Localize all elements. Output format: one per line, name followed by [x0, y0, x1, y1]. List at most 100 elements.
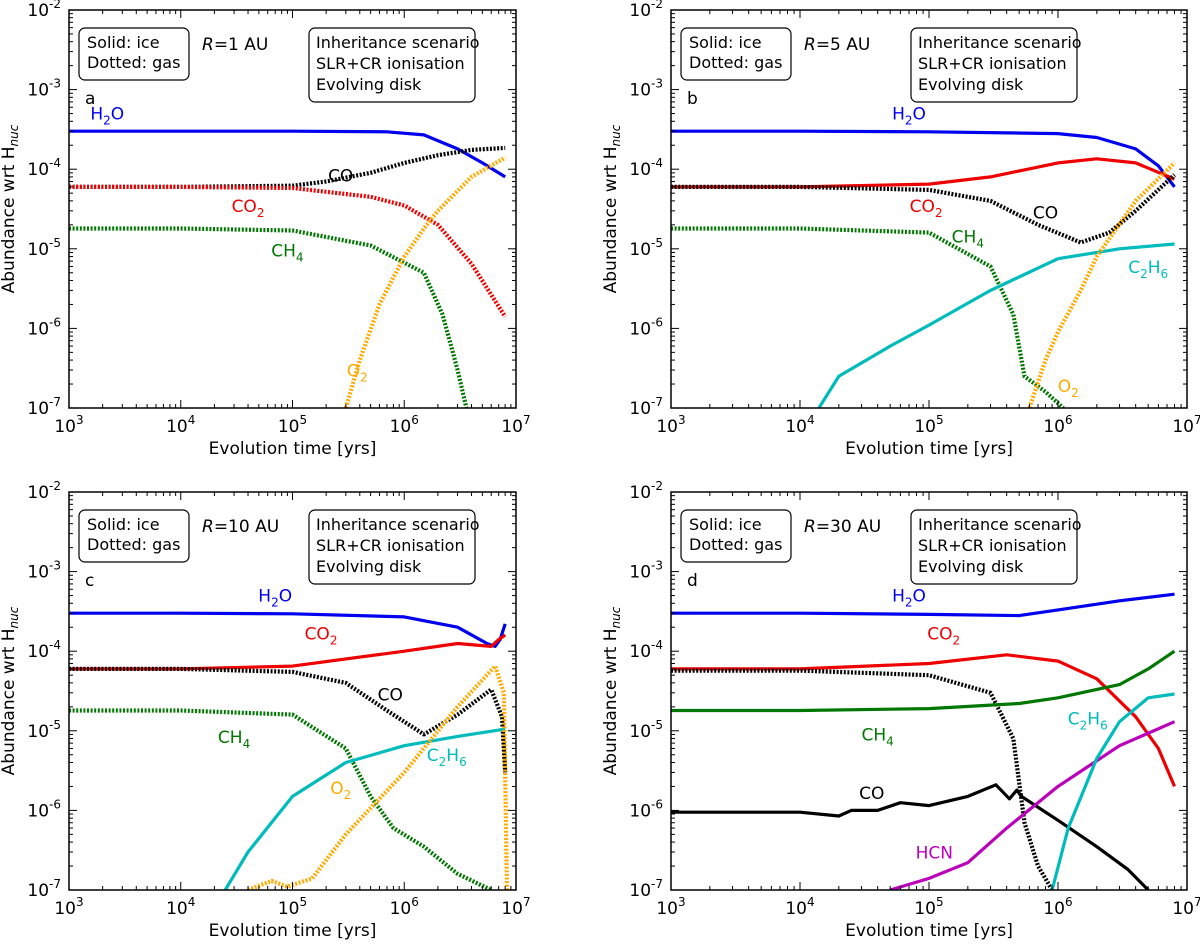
- panel-letter: a: [85, 89, 95, 109]
- radius-label: R=30 AU: [804, 517, 881, 537]
- x-tick-label: 106: [390, 895, 419, 919]
- series-o2-gas-line: [247, 664, 510, 890]
- series-co2-ice-line: [671, 653, 1176, 788]
- series-label-ch4: CH4: [271, 242, 303, 265]
- y-tick-label: 10-5: [27, 236, 61, 260]
- series-o2-gas-line: [343, 155, 507, 408]
- radius-label: R=10 AU: [202, 517, 279, 537]
- y-tick-label: 10-4: [27, 156, 61, 180]
- x-tick-label: 104: [166, 895, 195, 919]
- x-tick-label: 105: [278, 413, 307, 437]
- x-tick-label: 106: [390, 413, 419, 437]
- series-co2-gas-line: [69, 184, 507, 318]
- y-tick-label: 10-2: [27, 0, 61, 21]
- phase-legend-line: Dotted: gas: [689, 535, 782, 554]
- y-tick-label: 10-6: [629, 315, 663, 339]
- y-tick-label: 10-3: [629, 77, 663, 101]
- series-co-gas-line: [671, 173, 1176, 245]
- series-c2h6-ice-line: [1050, 692, 1175, 890]
- series-label-c2h6: C2H6: [427, 746, 467, 769]
- series-label-ch4: CH4: [218, 728, 250, 751]
- y-tick-label: 10-6: [629, 797, 663, 821]
- series-co2-ice-line: [671, 157, 1176, 189]
- series-h2o-ice-line: [671, 592, 1175, 618]
- series-label-c2h6: C2H6: [1128, 258, 1168, 281]
- scenario-line: Inheritance scenario: [918, 33, 1082, 52]
- scenario-line: Evolving disk: [918, 557, 1024, 576]
- series-ch4-gas-line: [69, 708, 493, 890]
- scenario-line: Inheritance scenario: [316, 33, 480, 52]
- series-co-ice-line: [671, 783, 1150, 890]
- x-tick-label: 106: [1043, 895, 1072, 919]
- phase-legend-line: Solid: ice: [689, 33, 762, 52]
- series-label-h2o: H2O: [892, 105, 926, 128]
- y-tick-label: 10-7: [629, 877, 663, 901]
- scenario-line: Inheritance scenario: [316, 515, 480, 534]
- scenario-line: SLR+CR ionisation: [316, 536, 465, 555]
- phase-legend-line: Solid: ice: [87, 515, 160, 534]
- series-label-co: CO: [328, 167, 353, 187]
- series-ch4-ice-line: [671, 649, 1176, 713]
- panel-letter: c: [85, 571, 94, 591]
- y-tick-label: 10-7: [27, 877, 61, 901]
- scenario-box: Inheritance scenario SLR+CR ionisation Evo…: [308, 509, 480, 585]
- y-tick-label: 10-7: [27, 395, 61, 419]
- panel-b: 103 104 105 106 107 10-7 10-6 10-5 10-4 10-3 10-2 E…: [601, 0, 1200, 459]
- scenario-line: SLR+CR ionisation: [316, 54, 465, 73]
- series-h2o-ice-line: [69, 129, 507, 179]
- series-label-co2: CO2: [232, 197, 265, 220]
- x-tick-label: 103: [656, 413, 685, 437]
- panel-a: 103 104 105 106 107 10-7 10-6 10-5 10-4 10-3 10-2 E…: [0, 0, 531, 459]
- phase-legend-line: Dotted: gas: [689, 53, 782, 72]
- scenario-line: Evolving disk: [918, 75, 1024, 94]
- series-hcn-ice-line: [889, 720, 1176, 890]
- series-label-o2: O2: [1058, 377, 1079, 400]
- radius-label: R=5 AU: [804, 35, 870, 55]
- y-tick-label: 10-5: [629, 718, 663, 742]
- phase-legend-line: Dotted: gas: [87, 535, 180, 554]
- x-tick-label: 104: [166, 413, 195, 437]
- panel-d: 103 104 105 106 107 10-7 10-6 10-5 10-4 10-3 10-2 E…: [601, 479, 1200, 941]
- series-o2-gas-line: [1027, 161, 1176, 408]
- y-tick-label: 10-2: [629, 479, 663, 503]
- scenario-line: Evolving disk: [316, 557, 422, 576]
- x-tick-label: 107: [1172, 413, 1200, 437]
- x-tick-label: 105: [914, 895, 943, 919]
- x-tick-label: 107: [1172, 895, 1200, 919]
- panel-letter: d: [687, 571, 698, 591]
- series-co2-ice-line: [69, 633, 507, 671]
- scenario-line: SLR+CR ionisation: [918, 54, 1067, 73]
- y-tick-label: 10-4: [629, 638, 663, 662]
- series-label-h2o: H2O: [90, 105, 124, 128]
- y-tick-label: 10-5: [27, 718, 61, 742]
- y-tick-label: 10-5: [629, 236, 663, 260]
- series-co-gas-line: [69, 666, 508, 773]
- y-tick-label: 10-2: [629, 0, 663, 21]
- series-co-gas-line: [69, 145, 506, 189]
- x-tick-label: 103: [656, 895, 685, 919]
- x-tick-label: 103: [54, 895, 83, 919]
- series-label-ch4: CH4: [862, 726, 894, 749]
- panel-letter: b: [687, 89, 698, 109]
- phase-legend-line: Solid: ice: [689, 515, 762, 534]
- y-tick-label: 10-3: [27, 559, 61, 583]
- phase-legend-line: Solid: ice: [87, 33, 160, 52]
- y-tick-label: 10-6: [27, 315, 61, 339]
- x-axis-label: Evolution time [yrs]: [845, 921, 1013, 941]
- series-label-co: CO: [378, 686, 403, 706]
- x-axis-label: Evolution time [yrs]: [209, 921, 377, 941]
- y-axis-label: Abundance wrt Hnuc: [601, 606, 623, 775]
- y-axis-label: Abundance wrt Hnuc: [0, 124, 21, 293]
- panel-c: 103 104 105 106 107 10-7 10-6 10-5 10-4 10-3 10-2 E…: [0, 479, 531, 941]
- x-axis-label: Evolution time [yrs]: [209, 439, 377, 459]
- series-label-h2o: H2O: [892, 587, 926, 610]
- series-label-co: CO: [1033, 204, 1058, 224]
- x-tick-label: 105: [914, 413, 943, 437]
- scenario-box: Inheritance scenario SLR+CR ionisation Evo…: [910, 509, 1082, 585]
- y-axis-label: Abundance wrt Hnuc: [601, 124, 623, 293]
- curves-d: [671, 592, 1176, 890]
